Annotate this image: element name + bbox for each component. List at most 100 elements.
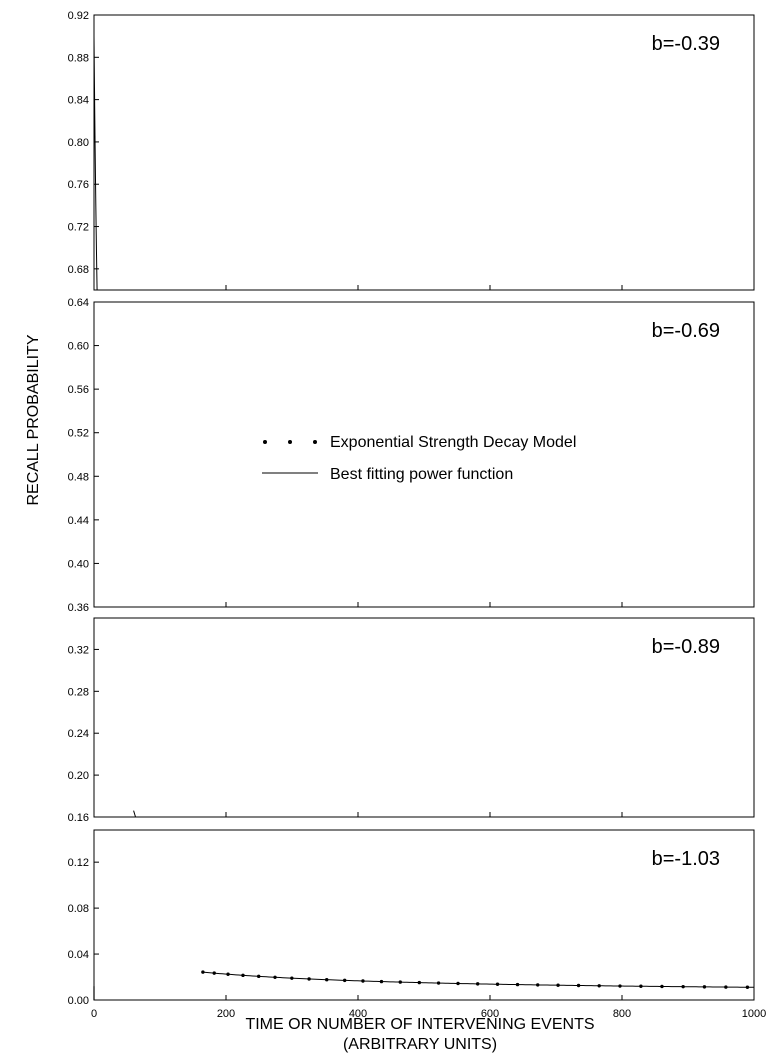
model-point bbox=[290, 976, 294, 980]
model-point bbox=[149, 853, 152, 856]
model-point bbox=[107, 639, 110, 642]
model-point bbox=[342, 978, 347, 983]
legend-dot bbox=[263, 440, 267, 444]
model-point bbox=[99, 457, 102, 460]
legend-dot bbox=[288, 440, 292, 444]
y-tick-label: 0.68 bbox=[68, 264, 89, 276]
legend: Exponential Strength Decay Model Best fi… bbox=[262, 434, 576, 483]
model-point bbox=[137, 825, 140, 828]
model-point bbox=[660, 984, 664, 989]
model-point bbox=[123, 779, 126, 782]
model-point bbox=[495, 982, 500, 986]
y-tick-label: 0.04 bbox=[68, 949, 89, 961]
model-point bbox=[130, 811, 133, 814]
model-point bbox=[113, 705, 116, 708]
y-tick-label: 0.48 bbox=[68, 471, 89, 483]
panel-3: 0.16 0.20 0.24 0.28 0.32 b=-0.89 bbox=[68, 617, 755, 900]
model-point bbox=[99, 439, 102, 442]
model-point bbox=[127, 799, 130, 802]
model-point bbox=[361, 979, 365, 983]
model-point bbox=[98, 419, 101, 422]
y-tick-label: 0.80 bbox=[68, 137, 89, 149]
model-point bbox=[174, 887, 177, 890]
y-tick-label: 0.20 bbox=[68, 770, 89, 782]
model-point bbox=[102, 544, 105, 547]
panel-4: 0.00 0.04 0.08 0.12 b=-1.03 bbox=[68, 829, 755, 1007]
model-point bbox=[111, 683, 114, 686]
model-point bbox=[185, 897, 188, 900]
x-axis-label-line-2: (ARBITRARY UNITS) bbox=[343, 1036, 497, 1053]
model-point bbox=[129, 807, 132, 810]
y-tick-label: 0.00 bbox=[68, 995, 89, 1007]
panel-1-annotation: b=-0.39 bbox=[652, 33, 720, 55]
model-point bbox=[257, 974, 261, 979]
panel-4-frame bbox=[93, 829, 755, 1001]
panel-1-frame bbox=[93, 14, 755, 291]
y-tick-label: 0.76 bbox=[68, 179, 89, 191]
model-point bbox=[226, 972, 230, 976]
x-tick-label: 0 bbox=[91, 1008, 97, 1020]
model-point bbox=[122, 773, 125, 776]
model-point bbox=[639, 984, 643, 988]
y-tick-label: 0.40 bbox=[68, 558, 89, 570]
model-point bbox=[121, 767, 124, 770]
panel-2-frame bbox=[93, 301, 755, 608]
y-tick-label: 0.44 bbox=[68, 515, 89, 527]
y-tick-label: 0.92 bbox=[68, 10, 89, 22]
model-point bbox=[143, 840, 146, 843]
model-point bbox=[112, 695, 115, 698]
y-tick-label: 0.64 bbox=[68, 297, 89, 309]
y-axis-label: RECALL PROBABILITY bbox=[25, 334, 42, 505]
model-point bbox=[135, 818, 138, 821]
model-point bbox=[133, 819, 136, 822]
model-point bbox=[536, 983, 540, 987]
model-point bbox=[100, 474, 103, 477]
model-point bbox=[116, 732, 119, 735]
model-point bbox=[241, 973, 245, 978]
model-point bbox=[436, 981, 441, 985]
y-tick-label: 0.36 bbox=[68, 602, 89, 614]
panel-1-power-curve bbox=[94, 36, 98, 290]
y-tick-label: 0.24 bbox=[68, 728, 89, 740]
model-point bbox=[98, 398, 101, 401]
model-point bbox=[103, 556, 106, 559]
y-tick-label: 0.88 bbox=[68, 52, 89, 64]
x-tick-label: 400 bbox=[349, 1008, 367, 1020]
model-point bbox=[105, 597, 108, 600]
model-point bbox=[114, 715, 117, 718]
y-tick-label: 0.08 bbox=[68, 903, 89, 915]
model-point bbox=[106, 623, 109, 626]
model-point bbox=[745, 985, 750, 989]
panel-1: 0.68 0.72 0.76 0.80 0.84 0.88 0.92 b=-0.39 bbox=[68, 10, 755, 656]
x-axis-label-line-1: TIME OR NUMBER OF INTERVENING EVENTS bbox=[245, 1016, 594, 1033]
model-point bbox=[273, 975, 277, 979]
y-tick-label: 0.72 bbox=[68, 222, 89, 234]
panel-2-power-curve bbox=[111, 660, 135, 823]
model-point bbox=[101, 505, 104, 508]
model-point bbox=[169, 882, 172, 885]
model-point bbox=[100, 490, 103, 493]
model-point bbox=[118, 747, 121, 750]
model-point bbox=[475, 982, 480, 986]
y-tick-label: 0.60 bbox=[68, 341, 89, 353]
model-point bbox=[515, 982, 520, 987]
legend-dot bbox=[313, 440, 317, 444]
model-point bbox=[165, 877, 168, 880]
model-point bbox=[103, 567, 106, 570]
model-point bbox=[117, 740, 120, 743]
model-point bbox=[212, 971, 216, 975]
model-point bbox=[108, 653, 111, 656]
model-point bbox=[179, 892, 182, 895]
panel-2: 0.36 0.40 0.44 0.48 0.52 0.56 0.60 0.64 b=-0.69 bbox=[68, 297, 755, 823]
y-tick-label: 0.32 bbox=[68, 644, 89, 656]
model-point bbox=[109, 658, 112, 661]
model-point bbox=[398, 980, 402, 984]
model-point bbox=[724, 985, 728, 989]
model-point bbox=[108, 646, 111, 649]
y-tick-label: 0.52 bbox=[68, 428, 89, 440]
panels-layer: 0.680.720.760.800.840.880.92b=-0.390.360… bbox=[68, 10, 767, 1020]
model-point bbox=[161, 872, 164, 875]
model-point bbox=[325, 977, 329, 982]
y-tick-label: 0.12 bbox=[68, 857, 89, 869]
